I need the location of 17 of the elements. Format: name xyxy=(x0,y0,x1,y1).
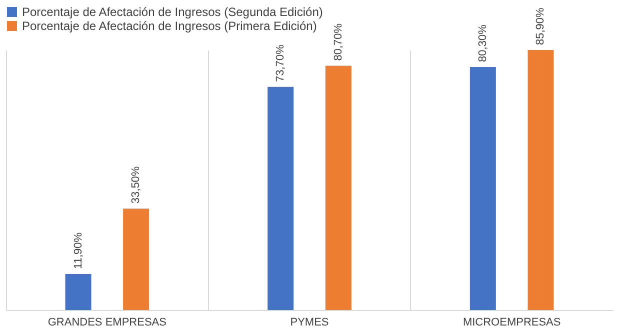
bar xyxy=(65,274,92,310)
data-label: 80,70% xyxy=(332,23,344,61)
data-label: 80,30% xyxy=(476,24,489,62)
legend-label: Porcentaje de Afectación de Ingresos (Segunda Edición) xyxy=(22,5,323,19)
bar xyxy=(123,208,150,310)
bar xyxy=(470,66,496,310)
bar xyxy=(268,86,294,310)
x-tick-label: PYMES xyxy=(290,316,329,328)
bar xyxy=(325,66,352,310)
data-label: 33,50% xyxy=(130,166,142,204)
legend-label: Porcentaje de Afectación de Ingresos (Primera Edición) xyxy=(22,19,317,33)
x-tick-label: MICROEMPRESAS xyxy=(462,316,561,328)
x-tick-label: GRANDES EMPRESAS xyxy=(48,316,166,328)
data-label: 85,90% xyxy=(534,7,547,45)
data-label: 11,90% xyxy=(72,232,84,269)
data-label: 73,70% xyxy=(274,44,287,82)
bar xyxy=(528,50,554,310)
